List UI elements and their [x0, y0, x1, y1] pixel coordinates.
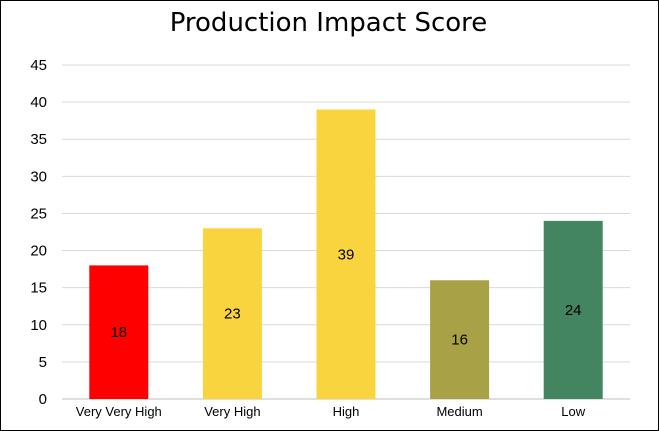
bar — [316, 109, 376, 400]
x-tick-label: Low — [561, 404, 585, 419]
y-tick-label: 40 — [30, 94, 47, 111]
bars: 18 23 39 16 24 — [89, 109, 603, 400]
y-tick-label: 30 — [30, 168, 47, 185]
x-tick-label: High — [333, 404, 360, 419]
x-axis: Very Very High Very High High Medium Low — [76, 404, 586, 419]
bar — [202, 228, 262, 399]
chart-title: Production Impact Score — [169, 8, 488, 38]
bar — [89, 265, 149, 399]
data-label: 39 — [338, 246, 355, 263]
y-tick-label: 15 — [30, 280, 47, 297]
x-tick-label: Medium — [436, 404, 482, 419]
y-axis: 0 5 10 15 20 25 30 35 40 45 — [30, 57, 47, 408]
bar — [430, 280, 490, 399]
y-tick-label: 25 — [30, 205, 47, 222]
bar — [543, 220, 603, 399]
y-tick-label: 10 — [30, 317, 47, 334]
y-tick-label: 35 — [30, 131, 47, 148]
y-tick-label: 5 — [39, 354, 47, 371]
y-tick-label: 0 — [39, 391, 47, 408]
x-tick-label: Very Very High — [76, 404, 162, 419]
data-label: 23 — [224, 306, 241, 323]
y-tick-label: 45 — [30, 57, 47, 74]
y-tick-label: 20 — [30, 243, 47, 260]
data-label: 24 — [565, 302, 582, 319]
data-label: 16 — [451, 332, 468, 349]
x-tick-label: Very High — [204, 404, 260, 419]
data-label: 18 — [110, 324, 127, 341]
